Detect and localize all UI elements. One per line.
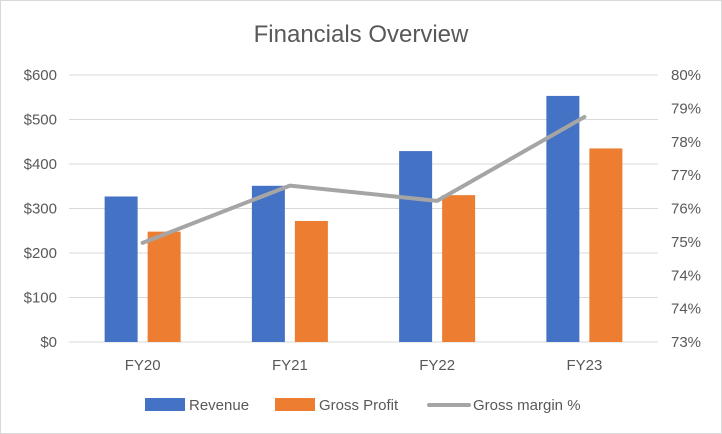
- x-tick-label: FY22: [419, 357, 455, 374]
- bar-revenue-fy20: [104, 196, 138, 342]
- right-tick-label: 79%: [671, 100, 701, 117]
- left-tick-label: $100: [24, 290, 57, 307]
- right-tick-label: 77%: [671, 167, 701, 184]
- chart-title: Financials Overview: [254, 21, 469, 48]
- legend-label: Revenue: [189, 397, 249, 414]
- bar-revenue-fy22: [399, 151, 433, 342]
- line-gross-margin: [140, 114, 587, 245]
- right-tick-label: 74%: [671, 267, 701, 284]
- x-tick-label: FY21: [272, 357, 308, 374]
- left-tick-label: $400: [24, 156, 57, 173]
- bars: [104, 95, 623, 342]
- bar-revenue-fy23: [546, 95, 580, 342]
- bar-gross-profit-fy23: [589, 148, 623, 342]
- right-tick-label: 76%: [671, 201, 701, 218]
- legend-swatch: [275, 398, 315, 411]
- legend-swatch: [145, 398, 185, 411]
- right-tick-label: 78%: [671, 134, 701, 151]
- legend-label: Gross Profit: [319, 397, 399, 414]
- legend: Revenue Gross Profit Gross margin %: [145, 397, 581, 414]
- legend-label: Gross margin %: [473, 397, 581, 414]
- left-tick-label: $600: [24, 67, 57, 84]
- right-tick-label: 74%: [671, 301, 701, 318]
- right-tick-label: 75%: [671, 234, 701, 251]
- left-tick-label: $200: [24, 245, 57, 262]
- right-tick-label: 73%: [671, 334, 701, 351]
- bar-gross-profit-fy21: [294, 220, 328, 342]
- x-axis-ticks: FY20 FY21 FY22 FY23: [125, 357, 603, 374]
- right-tick-label: 80%: [671, 67, 701, 84]
- right-axis-ticks: 73% 74% 74% 75% 76% 77% 78% 79% 80%: [671, 67, 701, 351]
- bar-revenue-fy21: [251, 185, 285, 342]
- bar-gross-profit-fy22: [442, 195, 476, 342]
- margin-line: [140, 114, 587, 245]
- x-tick-label: FY23: [566, 357, 602, 374]
- x-tick-label: FY20: [125, 357, 161, 374]
- left-tick-label: $500: [24, 112, 57, 129]
- left-tick-label: $300: [24, 201, 57, 218]
- left-tick-label: $0: [40, 334, 57, 351]
- bar-gross-profit-fy20: [147, 231, 181, 342]
- left-axis-ticks: $0 $100 $200 $300 $400 $500 $600: [24, 67, 57, 351]
